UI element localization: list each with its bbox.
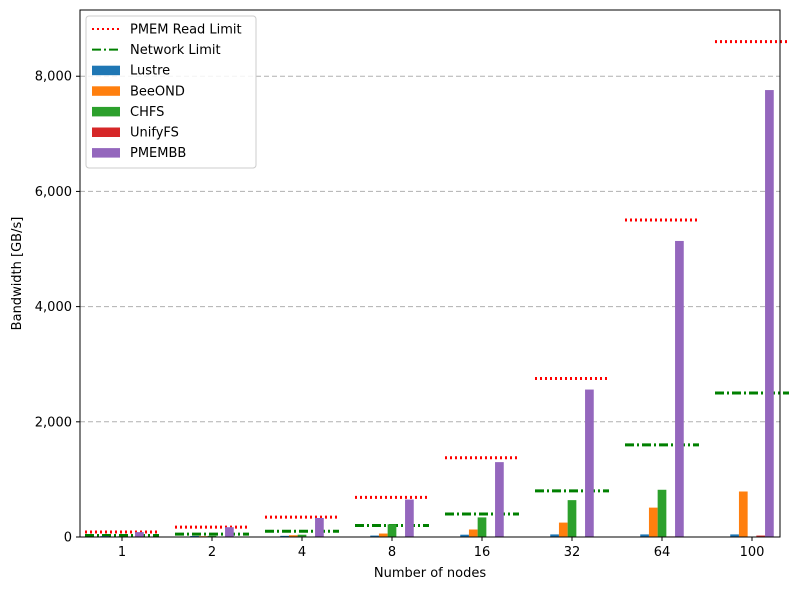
y-tick-label: 0 [64, 531, 72, 546]
legend-label-pmembb: PMEMBB [130, 146, 186, 161]
legend-label-pmem-read-limit: PMEM Read Limit [130, 23, 242, 38]
y-tick-label: 2,000 [35, 415, 72, 430]
y-axis-label: Bandwidth [GB/s] [10, 217, 25, 331]
y-axis-ticks: 0 2,000 4,000 6,000 8,000 [35, 70, 80, 546]
legend-label-lustre: Lustre [130, 64, 170, 79]
y-tick-label: 8,000 [35, 70, 72, 85]
legend-swatch-pmembb [92, 148, 120, 158]
legend-swatch-lustre [92, 66, 120, 76]
bar-chfs-32 [568, 500, 577, 537]
y-tick-label: 4,000 [35, 300, 72, 315]
bar-pmembb-1 [135, 532, 144, 537]
legend: PMEM Read Limit Network Limit Lustre BeeOND… [86, 16, 256, 168]
legend-swatch-beeond [92, 86, 120, 96]
bar-beeond-16 [469, 530, 478, 537]
bar-pmembb-100 [765, 90, 774, 537]
x-axis-label: Number of nodes [374, 566, 486, 581]
bar-chfs-16 [478, 517, 487, 537]
legend-label-network-limit: Network Limit [130, 43, 221, 58]
bar-pmembb-64 [675, 241, 684, 537]
x-tick-label: 32 [564, 545, 581, 560]
x-tick-label: 64 [654, 545, 671, 560]
legend-label-unifyfs: UnifyFS [130, 126, 179, 141]
bar-beeond-32 [559, 523, 568, 537]
bar-pmembb-16 [495, 462, 504, 537]
bar-pmembb-8 [405, 500, 414, 537]
legend-swatch-unifyfs [92, 128, 120, 138]
x-tick-label: 8 [388, 545, 396, 560]
bar-beeond-64 [649, 508, 658, 537]
bar-chfs-8 [388, 524, 397, 537]
bar-pmembb-2 [225, 527, 234, 537]
bar-chfs-64 [658, 490, 667, 537]
y-tick-label: 6,000 [35, 185, 72, 200]
x-tick-label: 16 [474, 545, 491, 560]
bar-pmembb-32 [585, 390, 594, 537]
x-tick-label: 100 [740, 545, 765, 560]
bar-beeond-8 [379, 534, 388, 537]
x-tick-label: 4 [298, 545, 306, 560]
x-axis-ticks: 1 2 4 8 16 32 64 100 [118, 537, 765, 560]
legend-swatch-chfs [92, 107, 120, 117]
bar-beeond-100 [739, 491, 748, 537]
bar-pmembb-4 [315, 518, 324, 537]
x-tick-label: 2 [208, 545, 216, 560]
legend-label-chfs: CHFS [130, 105, 164, 120]
legend-label-beeond: BeeOND [130, 84, 185, 99]
x-tick-label: 1 [118, 545, 126, 560]
